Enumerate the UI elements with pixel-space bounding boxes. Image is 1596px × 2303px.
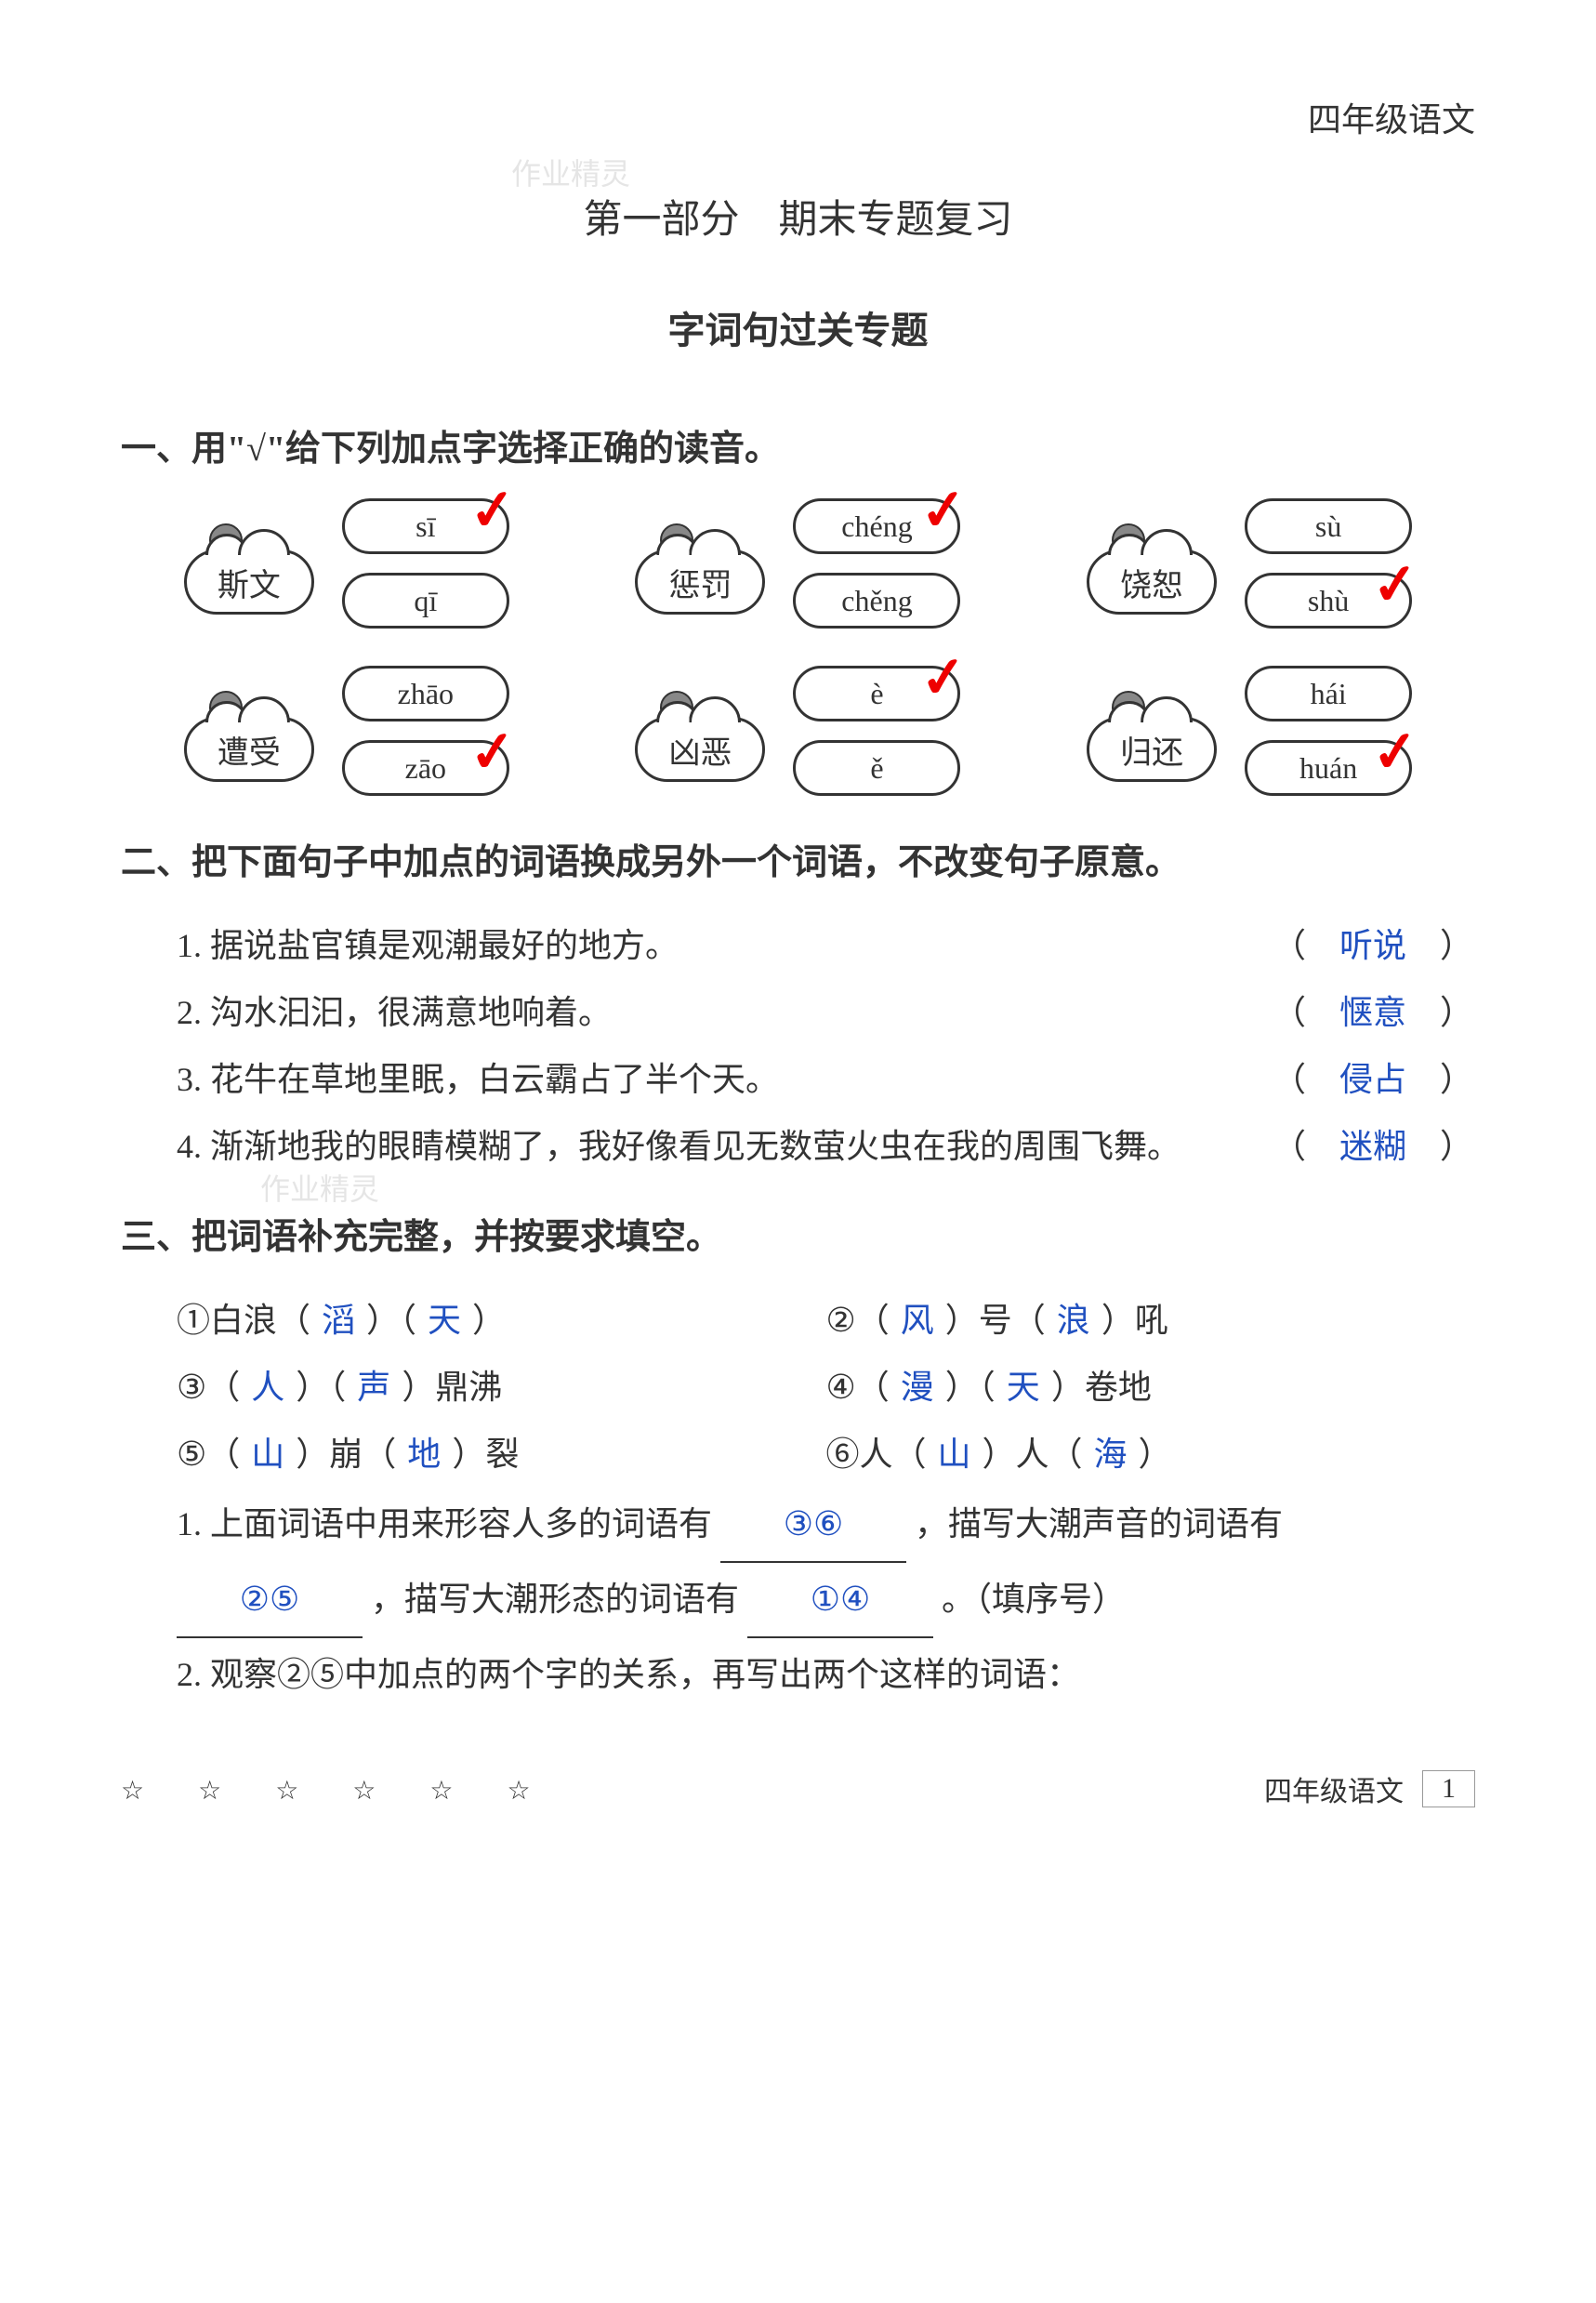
watermark-icon: 作业精灵 xyxy=(511,151,630,193)
q3-sub-2: 2. 观察②⑤中加点的两个字的关系，再写出两个这样的词语： xyxy=(121,1638,1475,1712)
footer-label: 四年级语文 xyxy=(1264,1768,1404,1809)
answer-blank: ①④ xyxy=(747,1563,933,1638)
page-footer: ☆ ☆ ☆ ☆ ☆ ☆ 四年级语文 1 xyxy=(121,1768,1475,1809)
grade-subject: 四年级语文 xyxy=(1308,101,1475,139)
word-label: 凶恶 xyxy=(635,717,765,782)
check-icon: ✓ xyxy=(467,476,519,545)
pinyin-option: huán✓ xyxy=(1245,740,1412,796)
idiom-2: ②（风）号（浪）吼 xyxy=(826,1287,1476,1354)
sun-cloud-icon: •• 惩罚 xyxy=(635,512,765,615)
word-label: 饶恕 xyxy=(1087,549,1217,615)
sun-cloud-icon: •• 饶恕 xyxy=(1087,512,1217,615)
pinyin-option: shù✓ xyxy=(1245,573,1412,629)
check-icon: ✓ xyxy=(1369,718,1421,787)
idiom-4: ④（漫）（天）卷地 xyxy=(826,1354,1476,1421)
check-icon: ✓ xyxy=(1369,550,1421,619)
q2-item-2: 2. 沟水汩汩，很满意地响着。 （ 惬意 ） xyxy=(121,979,1475,1046)
q1-row-1: •• 斯文 sī✓ qī •• 惩罚 chéng✓ chěng •• 饶恕 sù… xyxy=(121,498,1475,629)
sun-cloud-icon: •• 遭受 xyxy=(184,680,314,782)
q1-item-5: •• 凶恶 è✓ ě xyxy=(635,666,960,796)
check-icon: ✓ xyxy=(917,643,969,712)
idiom-6: ⑥人（山）人（海） xyxy=(826,1421,1476,1488)
answer-blank: ③⑥ xyxy=(720,1488,906,1563)
answer-blank: ②⑤ xyxy=(177,1563,363,1638)
page-number: 1 xyxy=(1422,1770,1475,1807)
q3-heading: 三、把词语补充完整，并按要求填空。 xyxy=(121,1208,1475,1259)
q1-item-1: •• 斯文 sī✓ qī xyxy=(184,498,509,629)
main-title: 作业精灵 第一部分 期末专题复习 xyxy=(121,179,1475,254)
pinyin-option: hái xyxy=(1245,666,1412,721)
q1-item-3: •• 饶恕 sù shù✓ xyxy=(1087,498,1412,629)
word-label: 归还 xyxy=(1087,717,1217,782)
word-label: 遭受 xyxy=(184,717,314,782)
star-icon: ☆ ☆ ☆ ☆ ☆ ☆ xyxy=(121,1770,545,1807)
q3-idiom-row: ①白浪（滔）（天） ②（风）号（浪）吼 xyxy=(121,1287,1475,1354)
q1-heading: 一、用"√"给下列加点字选择正确的读音。 xyxy=(121,419,1475,470)
pinyin-option: è✓ xyxy=(793,666,960,721)
word-label: 斯文 xyxy=(184,549,314,615)
check-icon: ✓ xyxy=(467,718,519,787)
pinyin-option: sù xyxy=(1245,498,1412,554)
pinyin-option: ě xyxy=(793,740,960,796)
word-label: 惩罚 xyxy=(635,549,765,615)
q2-item-1: 1. 据说盐官镇是观潮最好的地方。 （ 听说 ） xyxy=(121,912,1475,979)
q3-idiom-row: ⑤（山）崩（地）裂 ⑥人（山）人（海） xyxy=(121,1421,1475,1488)
q2-item-4: 4. 渐渐地我的眼睛模糊了，我好像看见无数萤火虫在我的周围飞舞。 作业精灵 （ … xyxy=(121,1113,1475,1180)
sun-cloud-icon: •• 斯文 xyxy=(184,512,314,615)
sun-cloud-icon: •• 凶恶 xyxy=(635,680,765,782)
q2-heading: 二、把下面句子中加点的词语换成另外一个词语，不改变句子原意。 xyxy=(121,833,1475,884)
q2-item-3: 3. 花牛在草地里眠，白云霸占了半个天。 （ 侵占 ） xyxy=(121,1046,1475,1113)
q1-item-6: •• 归还 hái huán✓ xyxy=(1087,666,1412,796)
answer-text: 迷糊 xyxy=(1339,1128,1406,1165)
idiom-1: ①白浪（滔）（天） xyxy=(177,1287,826,1354)
answer-text: 听说 xyxy=(1339,927,1406,964)
pinyin-option: chéng✓ xyxy=(793,498,960,554)
q1-row-2: •• 遭受 zhāo zāo✓ •• 凶恶 è✓ ě •• 归还 hái huá… xyxy=(121,666,1475,796)
idiom-5: ⑤（山）崩（地）裂 xyxy=(177,1421,826,1488)
main-title-text: 第一部分 期末专题复习 xyxy=(583,199,1012,242)
sub-title: 字词句过关专题 xyxy=(121,300,1475,354)
answer-text: 惬意 xyxy=(1339,994,1406,1031)
page-header: 四年级语文 xyxy=(121,93,1475,141)
q1-item-2: •• 惩罚 chéng✓ chěng xyxy=(635,498,960,629)
sun-cloud-icon: •• 归还 xyxy=(1087,680,1217,782)
q3-sub-1: 1. 上面词语中用来形容人多的词语有 ③⑥ ，描写大潮声音的词语有 ②⑤ ，描写… xyxy=(121,1488,1475,1638)
pinyin-option: chěng xyxy=(793,573,960,629)
pinyin-option: zhāo xyxy=(342,666,509,721)
idiom-3: ③（人）（声）鼎沸 xyxy=(177,1354,826,1421)
pinyin-option: qī xyxy=(342,573,509,629)
check-icon: ✓ xyxy=(917,476,969,545)
pinyin-option: zāo✓ xyxy=(342,740,509,796)
pinyin-option: sī✓ xyxy=(342,498,509,554)
q1-item-4: •• 遭受 zhāo zāo✓ xyxy=(184,666,509,796)
answer-text: 侵占 xyxy=(1339,1061,1406,1098)
q3-idiom-row: ③（人）（声）鼎沸 ④（漫）（天）卷地 xyxy=(121,1354,1475,1421)
